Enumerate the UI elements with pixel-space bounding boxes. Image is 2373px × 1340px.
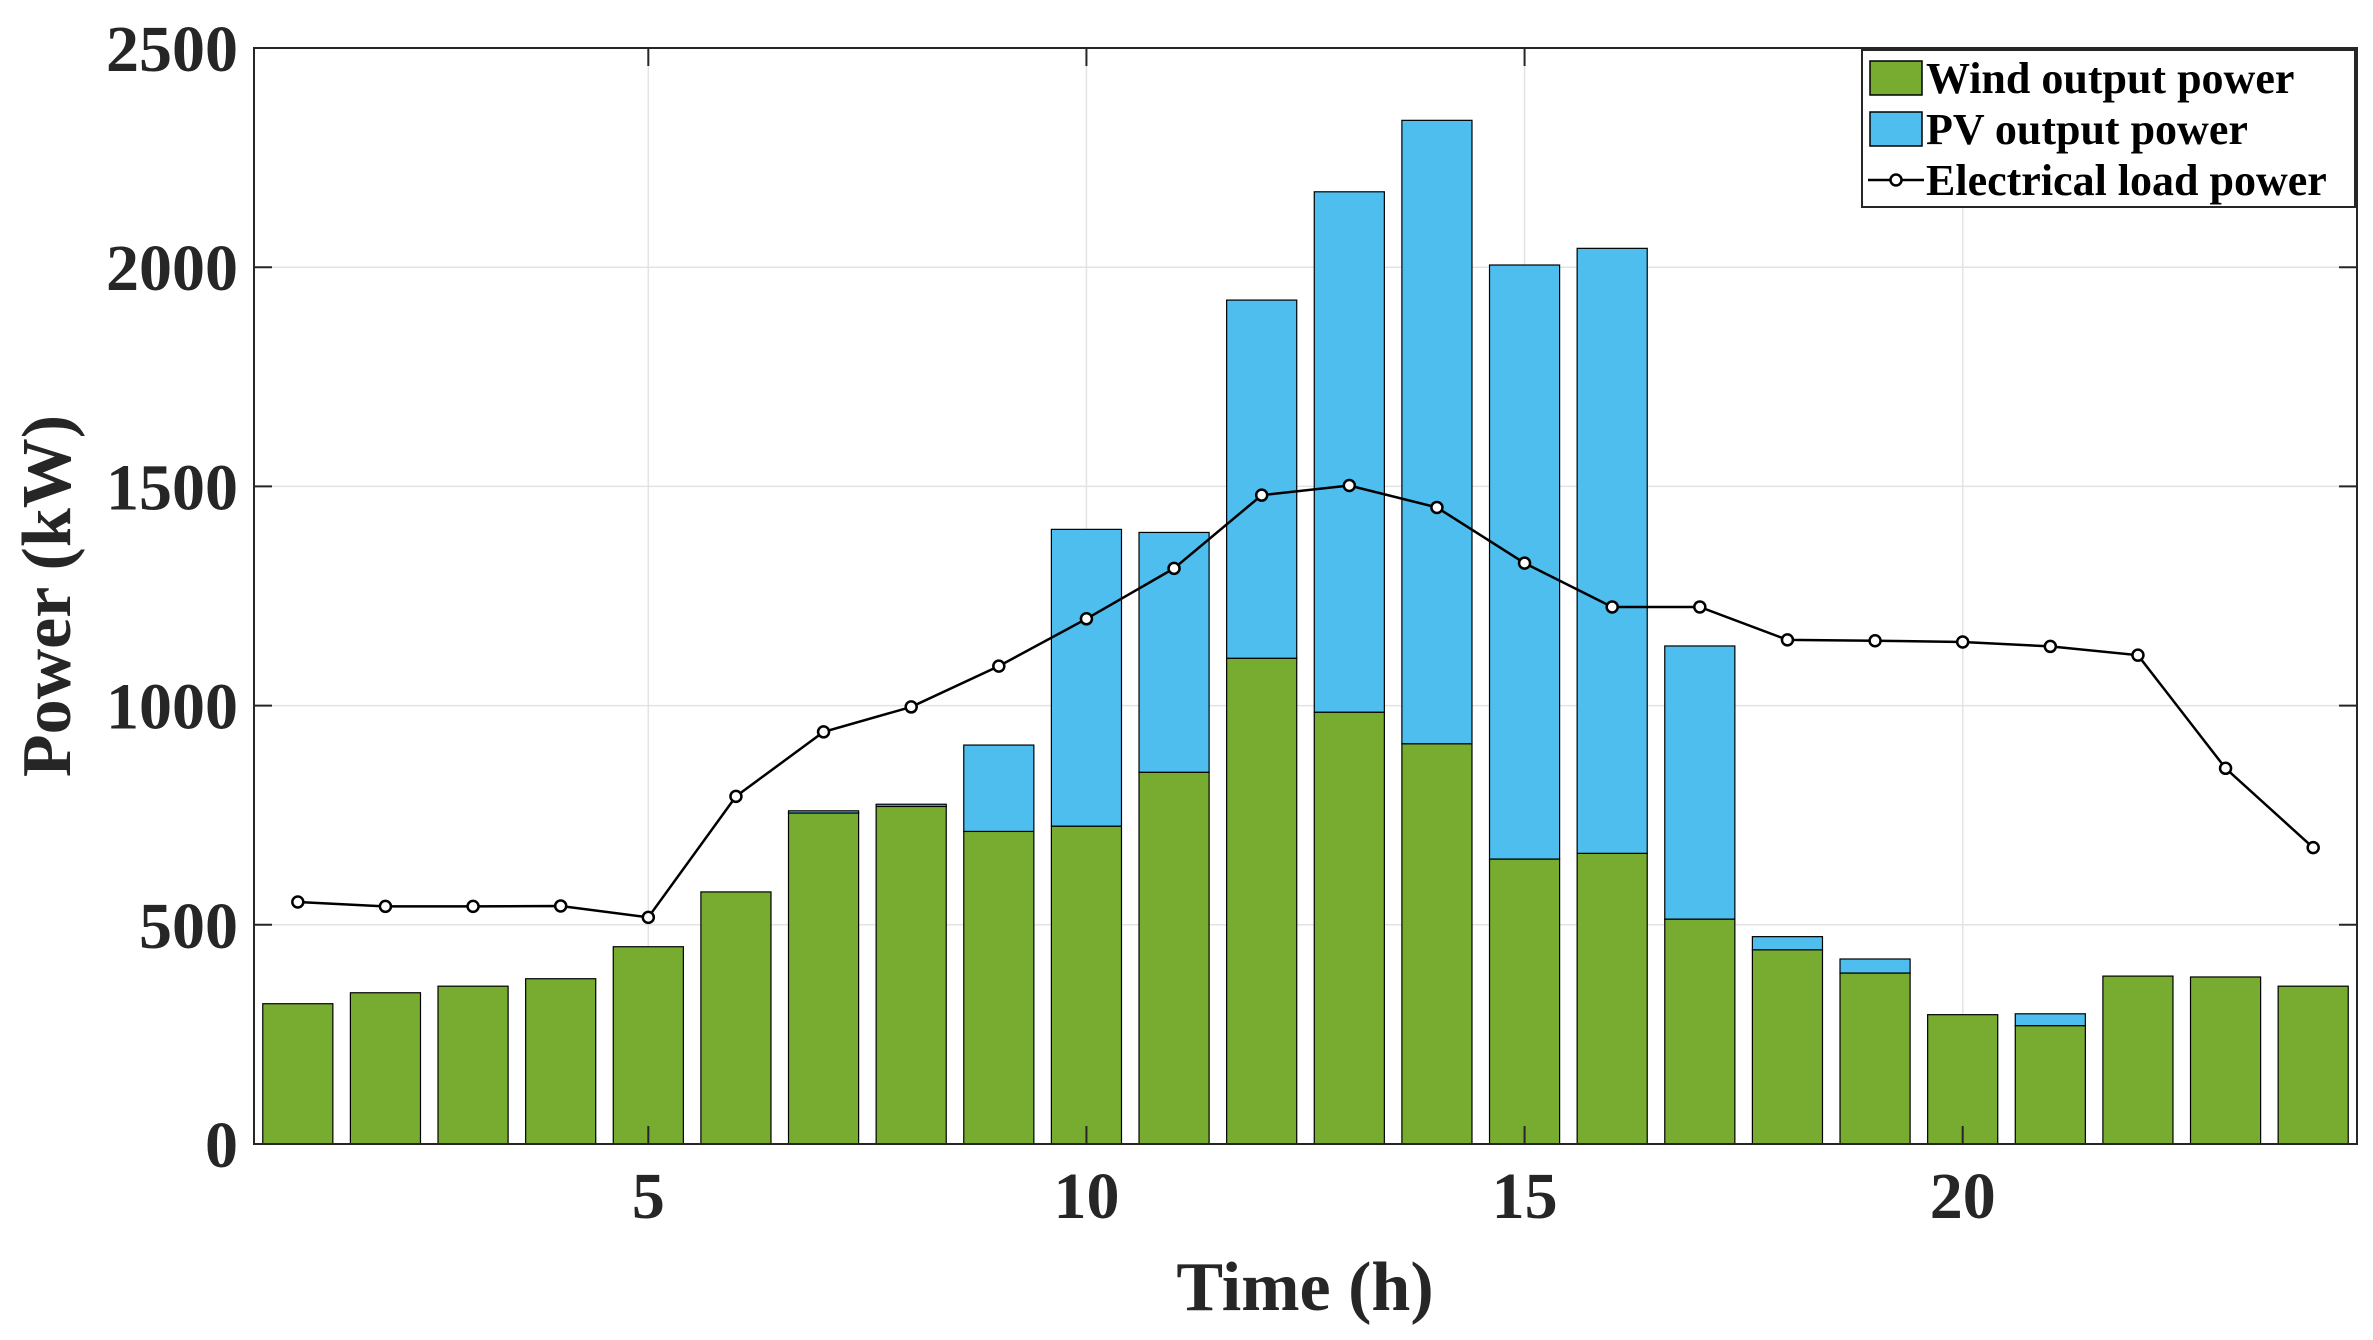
load-point-hour-3 xyxy=(466,899,480,914)
legend-label-wind: Wind output power xyxy=(1926,54,2294,103)
bar-wind-hour-14 xyxy=(1401,743,1473,1145)
load-point-hour-22 xyxy=(2131,648,2145,662)
bar-wind-hour-21 xyxy=(2014,1025,2086,1145)
load-line-series xyxy=(291,478,2320,925)
x-tick-label: 20 xyxy=(1930,1160,1996,1233)
load-point-hour-4 xyxy=(553,899,568,913)
bar-pv-hour-18 xyxy=(1751,936,1824,951)
x-axis-label: Time (h) xyxy=(1176,1249,1433,1326)
load-point-hour-18 xyxy=(1780,633,1795,647)
bar-wind-hour-13 xyxy=(1313,711,1385,1145)
bar-wind-hour-6 xyxy=(700,891,772,1145)
load-point-hour-15 xyxy=(1517,556,1532,570)
bar-wind-hour-20 xyxy=(1927,1014,1999,1145)
bar-pv-hour-16 xyxy=(1576,247,1648,854)
x-tick-label: 5 xyxy=(632,1160,665,1233)
load-point-hour-8 xyxy=(904,700,918,714)
bar-wind-hour-19 xyxy=(1839,972,1911,1145)
bar-pv-hour-8 xyxy=(875,803,947,808)
bar-wind-hour-9 xyxy=(963,830,1035,1145)
bar-wind-hour-5 xyxy=(612,946,684,1145)
bar-wind-hour-7 xyxy=(787,812,860,1145)
load-point-hour-24 xyxy=(2306,840,2320,855)
load-point-hour-13 xyxy=(1342,478,1357,493)
y-tick-label: 2500 xyxy=(106,13,238,86)
bar-wind-hour-3 xyxy=(437,985,509,1145)
y-tick-label: 2000 xyxy=(106,232,238,305)
load-point-hour-11 xyxy=(1167,561,1181,576)
load-point-hour-6 xyxy=(729,789,743,804)
y-tick-label: 0 xyxy=(205,1109,238,1182)
bar-pv-hour-14 xyxy=(1401,119,1473,745)
bar-wind-hour-1 xyxy=(262,1003,334,1145)
load-point-hour-20 xyxy=(1955,635,1970,649)
legend: Wind output power PV output power Electr… xyxy=(1861,49,2356,208)
load-point-hour-19 xyxy=(1868,633,1882,648)
bar-wind-hour-24 xyxy=(2277,985,2349,1145)
load-point-hour-5 xyxy=(641,910,656,925)
bar-pv-hour-7 xyxy=(787,810,860,814)
legend-box xyxy=(1861,49,2356,208)
bar-pv-hour-9 xyxy=(963,744,1035,833)
plot-area-frame xyxy=(253,47,2358,1145)
load-point-hour-21 xyxy=(2043,639,2058,654)
load-point-hour-1 xyxy=(291,895,305,909)
bar-pv-hour-12 xyxy=(1226,299,1298,659)
bar-wind-hour-4 xyxy=(525,978,597,1145)
load-point-hour-7 xyxy=(816,725,831,739)
legend-marker-load xyxy=(1889,173,1903,187)
load-point-hour-2 xyxy=(378,899,393,914)
legend-swatch-wind xyxy=(1869,60,1923,96)
legend-swatch-pv xyxy=(1869,111,1923,147)
bar-wind-hour-11 xyxy=(1138,771,1210,1145)
bar-wind-hour-16 xyxy=(1576,852,1648,1145)
bar-pv-hour-21 xyxy=(2014,1013,2086,1027)
bar-wind-hour-2 xyxy=(349,992,422,1145)
y-tick-label: 1500 xyxy=(106,451,238,524)
legend-label-load: Electrical load power xyxy=(1926,156,2327,205)
legend-label-pv: PV output power xyxy=(1926,105,2248,154)
load-point-hour-14 xyxy=(1430,500,1444,515)
bar-wind-hour-10 xyxy=(1050,825,1123,1145)
bar-pv-hour-17 xyxy=(1664,645,1736,920)
load-point-hour-10 xyxy=(1079,612,1094,626)
load-point-hour-17 xyxy=(1693,600,1707,614)
load-point-hour-16 xyxy=(1605,600,1619,614)
bar-wind-hour-23 xyxy=(2189,976,2262,1145)
load-point-hour-9 xyxy=(992,659,1006,673)
bar-wind-hour-15 xyxy=(1488,858,1561,1145)
x-axis-ticks: 5 10 15 20 xyxy=(632,48,1996,1233)
y-tick-label: 1000 xyxy=(106,671,238,744)
y-axis-label: Power (kW) xyxy=(9,415,86,777)
bar-pv-hour-19 xyxy=(1839,958,1911,974)
bar-wind-hour-18 xyxy=(1751,949,1824,1145)
y-tick-label: 500 xyxy=(139,890,238,963)
bar-wind-hour-17 xyxy=(1664,918,1736,1145)
y-axis-ticks: 0 500 1000 1500 2000 2500 xyxy=(106,13,2357,1182)
bar-pv-hour-10 xyxy=(1050,528,1123,827)
bar-pv-hour-13 xyxy=(1313,191,1385,713)
x-tick-label: 10 xyxy=(1053,1160,1119,1233)
bar-wind-hour-22 xyxy=(2102,975,2174,1145)
bar-wind-hour-12 xyxy=(1226,657,1298,1145)
x-tick-label: 15 xyxy=(1492,1160,1558,1233)
load-point-hour-12 xyxy=(1254,488,1269,502)
load-point-hour-23 xyxy=(2218,761,2233,776)
bar-wind-hour-8 xyxy=(875,805,947,1145)
load-line xyxy=(297,484,2315,919)
bar-series xyxy=(262,119,2349,1145)
